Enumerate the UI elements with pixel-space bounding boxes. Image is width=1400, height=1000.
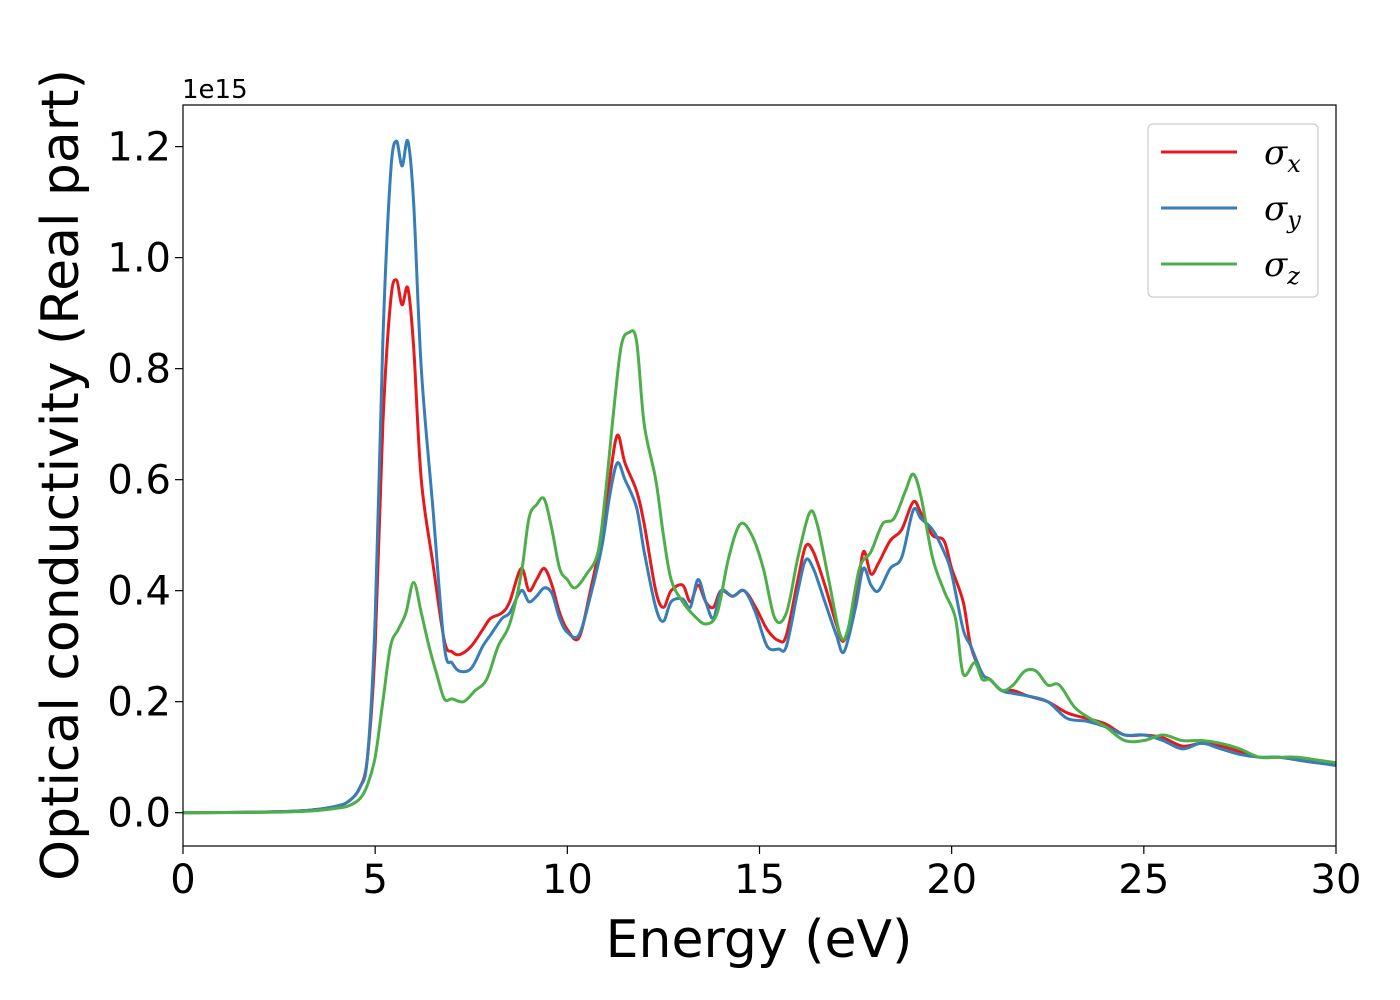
y-axis-offset-text: 1e15 (182, 75, 248, 105)
y-tick-label: 0.6 (107, 458, 171, 504)
x-tick-label: 20 (926, 857, 977, 903)
y-tick-label: 0.0 (107, 791, 171, 837)
y-tick-label: 1.2 (107, 125, 171, 171)
x-tick-label: 25 (1118, 857, 1169, 903)
x-tick-label: 15 (734, 857, 785, 903)
y-tick-label: 0.8 (107, 347, 171, 393)
x-tick-label: 10 (542, 857, 593, 903)
y-tick-label: 1.0 (107, 236, 171, 282)
y-tick-label: 0.4 (107, 569, 171, 615)
x-axis-title: Energy (eV) (606, 910, 913, 970)
y-axis-title: Optical conductivity (Real part) (31, 69, 91, 881)
x-tick-label: 0 (170, 857, 195, 903)
y-tick-label: 0.2 (107, 680, 171, 726)
x-tick-label: 30 (1311, 857, 1362, 903)
x-tick-label: 5 (362, 857, 387, 903)
